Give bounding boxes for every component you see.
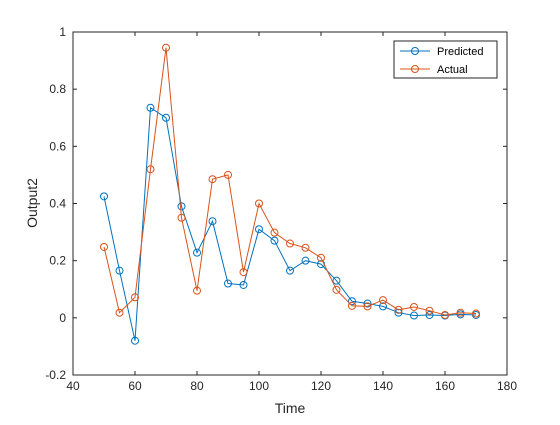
- data-point: [363, 302, 372, 311]
- data-point: [456, 308, 465, 317]
- data-point: [131, 293, 139, 302]
- y-tick-label: 1: [59, 25, 66, 39]
- legend-marker-predicted: [411, 47, 419, 55]
- data-point: [286, 266, 294, 275]
- legend-label-predicted: Predicted: [437, 46, 483, 58]
- data-point: [208, 217, 217, 226]
- data-point: [332, 285, 341, 294]
- data-point: [146, 165, 155, 174]
- data-point: [162, 113, 170, 122]
- series-line-actual: [103, 47, 477, 316]
- data-point: [317, 253, 325, 262]
- data-point: [332, 276, 341, 285]
- plot-area: [73, 32, 507, 375]
- series-actual: [100, 43, 480, 319]
- legend-marker-actual: [411, 65, 419, 73]
- data-point: [270, 236, 279, 245]
- legend: Predicted Actual: [393, 40, 498, 79]
- data-point: [224, 279, 232, 288]
- series-predicted: [100, 103, 480, 345]
- data-point: [177, 213, 186, 222]
- data-point: [193, 286, 201, 295]
- y-tick-label: 0.4: [49, 197, 66, 211]
- data-point: [177, 202, 186, 211]
- data-point: [255, 225, 263, 234]
- x-tick-label: 60: [128, 379, 142, 393]
- y-tick-label: 0.8: [49, 82, 66, 96]
- data-point: [379, 296, 387, 305]
- data-point: [193, 248, 201, 257]
- data-point: [410, 311, 418, 320]
- series-layer: [100, 43, 480, 345]
- data-point: [224, 170, 232, 179]
- data-point: [131, 336, 139, 345]
- data-point: [301, 243, 310, 252]
- data-point: [425, 306, 434, 315]
- y-tick-label: 0.2: [49, 254, 66, 268]
- x-tick-label: 40: [66, 379, 80, 393]
- data-point: [425, 310, 434, 319]
- tick-layer: 40 60 80 100 120 140 160 180 -0.2 0 0.2 0.4 0.6 0.8 1: [45, 25, 517, 393]
- y-axis-label: Output2: [24, 178, 40, 228]
- data-point: [239, 280, 248, 289]
- y-tick-label: 0: [59, 311, 66, 325]
- data-point: [115, 266, 124, 275]
- data-point: [208, 175, 217, 184]
- legend-label-actual: Actual: [437, 64, 468, 76]
- series-line-predicted: [103, 106, 477, 341]
- x-tick-label: 160: [435, 379, 455, 393]
- data-point: [270, 228, 279, 237]
- data-point: [239, 268, 248, 277]
- data-point: [394, 305, 403, 314]
- y-tick-label: -0.2: [45, 368, 66, 382]
- data-point: [100, 192, 108, 201]
- data-point: [441, 310, 449, 319]
- data-point: [348, 301, 356, 310]
- data-point: [363, 299, 372, 308]
- x-tick-label: 180: [497, 379, 517, 393]
- data-point: [379, 302, 387, 311]
- x-tick-label: 80: [190, 379, 204, 393]
- data-point: [472, 309, 480, 318]
- data-point: [301, 256, 310, 265]
- legend-box: [393, 40, 498, 79]
- data-point: [162, 43, 170, 52]
- data-point: [146, 103, 155, 112]
- data-point: [115, 308, 124, 317]
- data-point: [394, 308, 403, 317]
- x-tick-label: 120: [311, 379, 331, 393]
- x-axis-label: Time: [275, 400, 306, 416]
- data-point: [255, 199, 263, 208]
- y-tick-label: 0.6: [49, 139, 66, 153]
- data-point: [348, 297, 356, 306]
- data-point: [410, 302, 418, 311]
- data-point: [100, 242, 108, 251]
- x-tick-label: 100: [249, 379, 269, 393]
- data-point: [286, 239, 294, 248]
- x-tick-label: 140: [373, 379, 393, 393]
